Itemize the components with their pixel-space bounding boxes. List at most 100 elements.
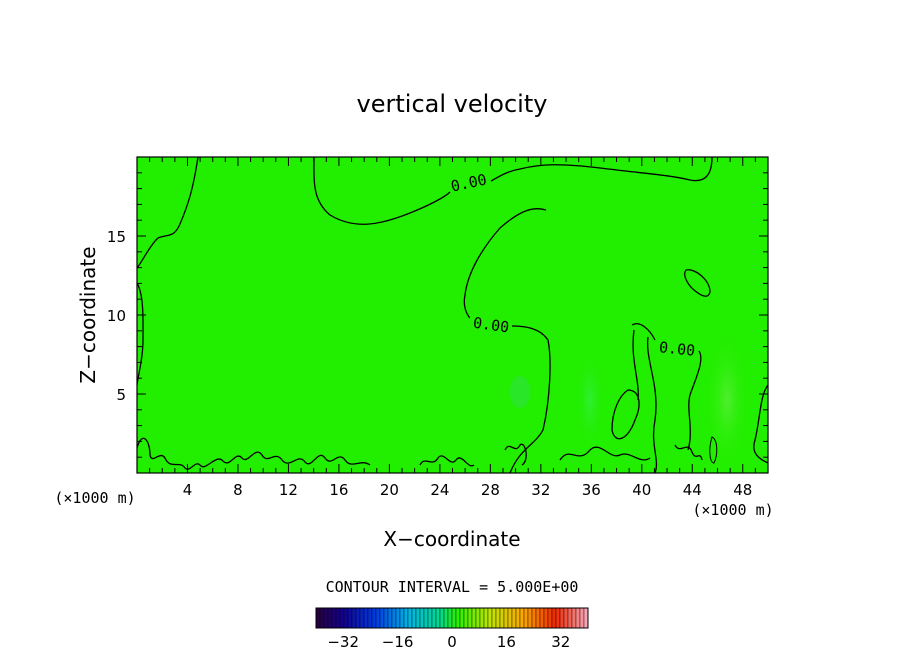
colorbar-tick-label: 16: [497, 633, 516, 651]
contour-line: [674, 444, 703, 461]
field-blob-positive: [705, 330, 749, 470]
x-tick-label: 28: [481, 481, 500, 499]
y-tick-label: 10: [107, 307, 126, 325]
colorbar-cell: [463, 607, 469, 629]
plot-area: 0.00 0.00 0.00: [137, 157, 768, 473]
colorbar-cell: [487, 607, 493, 629]
colorbar-cell: [423, 607, 429, 629]
colorbar-cell: [375, 607, 381, 629]
contour-label: 0.00: [472, 314, 510, 337]
colorbar-cell: [315, 607, 321, 629]
contour-line: [611, 389, 640, 440]
colorbar-cell: [451, 607, 457, 629]
y-tick-label: 5: [116, 386, 126, 404]
contour-line: [559, 446, 651, 461]
x-tick-label: 48: [733, 481, 752, 499]
colorbar-cell: [583, 607, 589, 629]
contour-label-group: 0.00 0.00 0.00: [448, 170, 698, 360]
colorbar-cell: [535, 607, 541, 629]
colorbar-cell: [399, 607, 405, 629]
colorbar-cell: [495, 607, 501, 629]
x-tick-label: 4: [183, 481, 193, 499]
colorbar-cell: [355, 607, 361, 629]
colorbar-cell: [475, 607, 481, 629]
colorbar-tick-labels: −32 −16 0 16 32: [327, 633, 570, 651]
colorbar-tick-label: 32: [551, 633, 570, 651]
chart-title: vertical velocity: [357, 90, 548, 118]
colorbar-cell: [335, 607, 341, 629]
colorbar-cell: [507, 607, 513, 629]
colorbar-cell: [367, 607, 373, 629]
colorbar-cell: [323, 607, 329, 629]
colorbar-cell: [407, 607, 413, 629]
colorbar-cell: [435, 607, 441, 629]
colorbar-cell: [351, 607, 357, 629]
colorbar-cell: [343, 607, 349, 629]
contour-line: [463, 208, 547, 319]
colorbar-cell: [571, 607, 577, 629]
colorbar-cell: [383, 607, 389, 629]
x-tick-label: 8: [233, 481, 243, 499]
colorbar-cell: [359, 607, 365, 629]
colorbar-cell: [515, 607, 521, 629]
colorbar-cell: [531, 607, 537, 629]
x-axis-label: X−coordinate: [383, 527, 520, 551]
contour-line: [137, 157, 199, 269]
colorbar-cell: [539, 607, 545, 629]
x-tick-label: 32: [531, 481, 550, 499]
field-blob-negative: [510, 376, 530, 408]
contour-interval-text: CONTOUR INTERVAL = 5.000E+00: [326, 578, 579, 596]
colorbar-cell: [403, 607, 409, 629]
colorbar-cell: [559, 607, 565, 629]
colorbar-cell: [511, 607, 517, 629]
contour-line: [419, 455, 475, 467]
contour-line: [632, 329, 639, 401]
colorbar-cell: [527, 607, 533, 629]
colorbar-tick-label: −32: [327, 633, 359, 651]
colorbar-cell: [543, 607, 549, 629]
field-background: [137, 157, 768, 473]
contour-line: [687, 350, 702, 451]
colorbar-cell: [339, 607, 345, 629]
colorbar-cell: [579, 607, 585, 629]
x-unit-label-right: (×1000 m): [692, 501, 773, 519]
colorbar-cell: [427, 607, 433, 629]
contour-line: [646, 336, 658, 473]
colorbar-cell: [499, 607, 505, 629]
colorbar-cell: [395, 607, 401, 629]
colorbar-cell: [363, 607, 369, 629]
colorbar-cell: [563, 607, 569, 629]
x-tick-label: 16: [329, 481, 348, 499]
colorbar-cell: [319, 607, 325, 629]
contour-line: [753, 384, 768, 464]
colorbar-cell: [419, 607, 425, 629]
contour-line: [631, 323, 656, 341]
x-tick-label: 40: [632, 481, 651, 499]
x-tick-label: 24: [430, 481, 449, 499]
colorbar-tick-label: −16: [382, 633, 414, 651]
contour-line: [490, 157, 713, 182]
colorbar-cell: [547, 607, 553, 629]
y-axis-label: Z−coordinate: [76, 246, 100, 383]
colorbar-cell: [471, 607, 477, 629]
contour-line: [137, 282, 144, 386]
colorbar-cell: [431, 607, 437, 629]
axis-ticks: [137, 157, 768, 473]
x-tick-label: 20: [380, 481, 399, 499]
colorbar-tick-label: 0: [447, 633, 457, 651]
contour-lines: [137, 157, 768, 473]
colorbar-cell: [575, 607, 581, 629]
colorbar: [315, 607, 589, 629]
contour-line: [504, 443, 527, 466]
colorbar-cell: [467, 607, 473, 629]
contour-line: [313, 157, 451, 225]
y-tick-label: 15: [107, 228, 126, 246]
colorbar-cell: [567, 607, 573, 629]
colorbar-cell: [443, 607, 449, 629]
contour-line: [509, 325, 551, 473]
colorbar-cell: [379, 607, 385, 629]
contour-label: 0.00: [658, 338, 696, 360]
contour-line: [684, 269, 711, 297]
colorbar-cell: [503, 607, 509, 629]
